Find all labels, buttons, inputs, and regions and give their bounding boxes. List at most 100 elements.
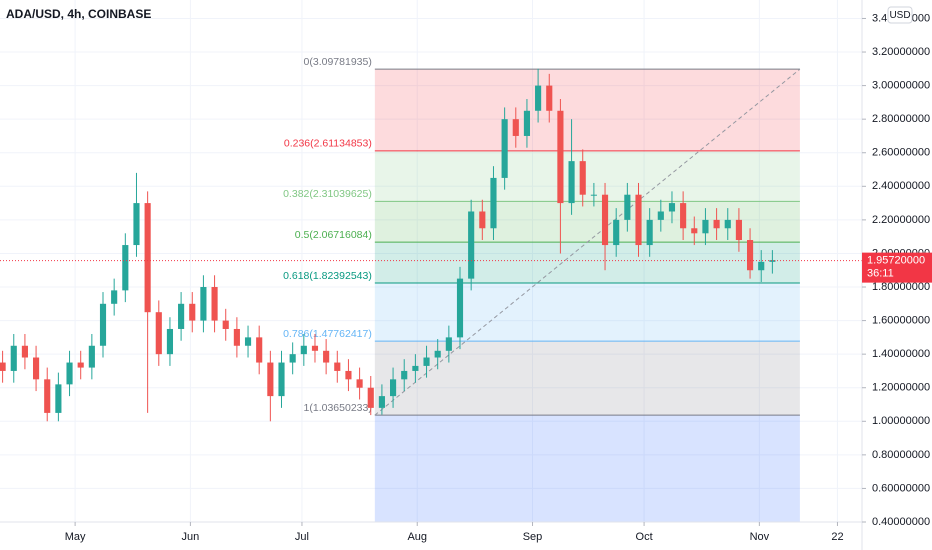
chart-title: ADA/USD, 4h, COINBASE — [6, 7, 151, 21]
candle-body — [88, 345, 95, 368]
candle-body — [702, 219, 709, 234]
candle-body — [735, 219, 742, 241]
fib-level-label: 1(1.03650233) — [304, 402, 372, 414]
candle-body — [646, 219, 653, 246]
candle-body — [300, 345, 307, 355]
candle-body — [10, 345, 17, 371]
y-tick-label: 2.80000000 — [872, 113, 930, 125]
candle-body — [0, 362, 6, 371]
candle-body — [66, 362, 73, 385]
last-price-label: 1.95720000 — [867, 255, 925, 267]
candle-body — [334, 362, 341, 371]
candle-body — [668, 203, 676, 212]
candle-body — [244, 337, 252, 346]
fib-level-label: 0.236(2.61134853) — [284, 138, 372, 150]
candle-body — [122, 245, 129, 291]
fib-zone — [374, 150, 800, 202]
x-tick-label: 22 — [831, 531, 843, 543]
candle-body — [55, 384, 62, 413]
candle-body — [289, 354, 296, 363]
candle-body — [133, 203, 140, 246]
grid — [0, 0, 862, 523]
x-tick-label: Aug — [407, 531, 427, 543]
candle-body — [423, 357, 430, 366]
candle-body — [267, 362, 274, 397]
candle-body — [189, 303, 196, 321]
candle-body — [77, 362, 84, 368]
candle-body — [490, 177, 497, 229]
fib-zone — [374, 69, 800, 151]
fib-trend-line — [374, 68, 801, 416]
countdown-label: 36:11 — [867, 268, 894, 280]
x-tick-label: May — [65, 531, 86, 543]
candle-body — [535, 85, 542, 111]
candle-body — [99, 303, 107, 346]
candle-body — [769, 260, 776, 262]
candle-body — [390, 379, 397, 397]
candle-body — [233, 328, 240, 346]
candle-body — [680, 203, 687, 229]
fib-level-label: 0.618(1.82392543) — [283, 270, 372, 282]
candle-body — [345, 370, 352, 380]
candle-body — [166, 328, 174, 355]
x-tick-label: Jun — [182, 531, 200, 543]
candle-body — [724, 219, 731, 229]
candle-body — [434, 350, 441, 358]
y-tick-label: 1.80000000 — [872, 281, 930, 293]
candle-body — [568, 161, 575, 204]
candle-body — [657, 211, 664, 220]
candle-body — [613, 219, 620, 246]
candle-body — [746, 240, 754, 271]
candle-body — [546, 85, 553, 111]
currency-label[interactable]: USD — [889, 10, 910, 21]
candle-body — [44, 379, 51, 413]
candle-body — [256, 337, 263, 363]
y-tick-label: 3.00000000 — [872, 80, 930, 92]
candle-body — [590, 194, 597, 196]
candle-body — [501, 119, 508, 178]
candle-body — [468, 211, 475, 279]
candle-body — [624, 194, 631, 220]
candle-body — [356, 379, 363, 388]
y-tick-label: 1.00000000 — [872, 415, 930, 427]
y-tick-label: 2.20000000 — [872, 214, 930, 226]
fib-level-label: 0(3.09781935) — [304, 56, 372, 68]
x-tick-label: Nov — [750, 531, 770, 543]
fib-level-label: 0.382(2.31039625) — [283, 188, 372, 200]
candle-body — [758, 261, 765, 271]
candle-body — [579, 161, 586, 195]
y-tick-label: 1.40000000 — [872, 348, 930, 360]
fib-zone — [374, 283, 800, 342]
candle-body — [512, 119, 519, 136]
x-tick-label: Jul — [295, 531, 309, 543]
fib-zone — [374, 242, 800, 284]
candle-body — [21, 345, 28, 358]
y-tick-label: 1.20000000 — [872, 382, 930, 394]
fib-retracement: 0(3.09781935) 0.236(2.61134853) 0.382(2.31… — [283, 56, 801, 522]
candles — [0, 68, 862, 422]
fib-level-label: 0.786(1.47762417) — [283, 328, 372, 340]
y-tick-label: 0.80000000 — [872, 449, 930, 461]
candle-body — [635, 194, 642, 246]
y-tick-label: 3.20000000 — [872, 46, 930, 58]
candle-body — [367, 387, 374, 408]
x-tick-label: Oct — [636, 531, 653, 543]
candle-body — [557, 110, 564, 204]
x-tick-label: Sep — [523, 531, 543, 543]
candle-body — [691, 228, 698, 234]
candle-body — [33, 357, 40, 380]
candle-body — [479, 211, 486, 229]
candle-body — [601, 194, 609, 246]
candle-body — [211, 287, 218, 321]
candle-body — [155, 312, 162, 355]
fib-zone — [374, 415, 800, 522]
y-tick-label: 2.40000000 — [872, 180, 930, 192]
currency-box[interactable] — [887, 6, 913, 24]
candle-body — [378, 396, 385, 408]
candle-body — [445, 337, 452, 351]
candle-body — [713, 219, 720, 229]
y-tick-label: 0.40000000 — [872, 516, 930, 528]
